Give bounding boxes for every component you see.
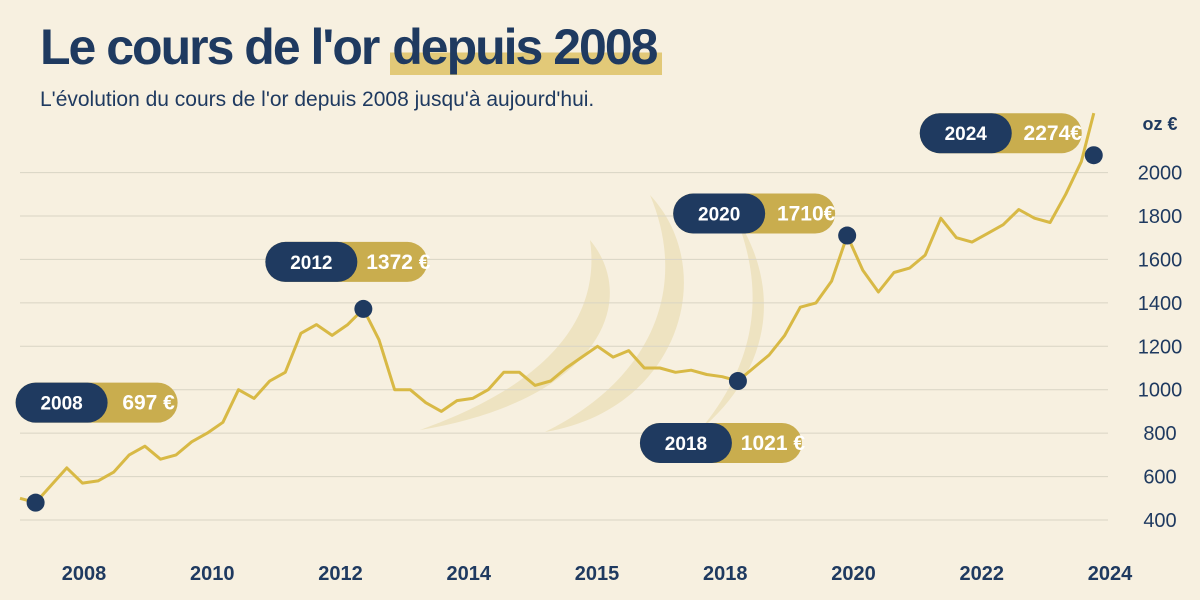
title-plain: Le cours de l'or	[40, 19, 391, 75]
x-tick-label: 2024	[1088, 563, 1133, 585]
grid-lines	[20, 172, 1108, 521]
pill-price-label: 1372 €	[366, 251, 431, 274]
x-axis-ticks: 2008 2010 2012 2014 2015 2018 2020 2022 2024	[62, 563, 1133, 585]
annotation-pill-2024: 2024 2274€	[919, 113, 1083, 154]
pill-year-label: 2012	[290, 253, 332, 274]
price-series-line	[19, 112, 1096, 505]
page-subtitle: L'évolution du cours de l'or depuis 2008…	[40, 88, 595, 111]
pill-year-label: 2024	[945, 124, 988, 145]
page-title: Le cours de l'or depuis 2008	[40, 18, 663, 76]
y-tick-label: 1400	[1138, 293, 1183, 315]
x-tick-label: 2015	[575, 563, 620, 585]
y-tick-label: 1800	[1138, 206, 1183, 228]
annotation-pill-2012: 2012 1372 €	[265, 241, 431, 282]
pill-price-label: 2274€	[1024, 122, 1083, 145]
annotation-pills: 2008 697 €2012 1372 €2018 1021 €2020 1710€20…	[15, 113, 1083, 464]
y-axis-ticks: 400 600 800 1000 1200 1400 1600 1800 2000	[1138, 163, 1183, 532]
pill-year-bg	[265, 241, 358, 282]
x-tick-label: 2010	[190, 563, 235, 585]
x-tick-label: 2012	[318, 563, 363, 585]
annotation-markers	[26, 146, 1103, 512]
annotation-marker-2018	[728, 372, 747, 391]
y-tick-label: 600	[1143, 467, 1176, 489]
y-tick-label: 1200	[1138, 336, 1183, 358]
x-tick-label: 2014	[447, 563, 492, 585]
y-tick-label: 2000	[1138, 163, 1183, 185]
annotation-marker-2008	[26, 493, 45, 512]
y-tick-label: 1000	[1138, 380, 1183, 402]
annotation-marker-2020	[838, 226, 857, 245]
annotation-pill-2020: 2020 1710€	[673, 193, 836, 234]
annotation-pill-2008: 2008 697 €	[15, 382, 178, 423]
x-tick-label: 2018	[703, 563, 748, 585]
x-tick-label: 2008	[62, 563, 107, 585]
pill-price-label: 697 €	[122, 392, 175, 415]
y-tick-label: 800	[1143, 423, 1176, 445]
title-highlight: depuis 2008	[390, 19, 663, 75]
y-tick-label: 1600	[1138, 249, 1183, 271]
pill-price-label: 1021 €	[741, 432, 806, 455]
x-tick-label: 2022	[960, 563, 1005, 585]
y-tick-label: 400	[1143, 510, 1176, 532]
pill-year-bg	[15, 382, 108, 423]
watermark-crescent-3	[700, 215, 764, 430]
y-axis-unit: oz €	[1142, 114, 1177, 134]
pill-year-bg	[673, 193, 766, 234]
annotation-marker-2012	[354, 299, 373, 318]
pill-year-bg	[639, 423, 732, 464]
pill-price-label: 1710€	[777, 203, 836, 226]
pill-year-bg	[919, 113, 1012, 154]
annotation-marker-2024	[1084, 146, 1103, 165]
annotation-pill-2018: 2018 1021 €	[639, 423, 806, 464]
watermark-crescent-2	[545, 195, 684, 432]
x-tick-label: 2020	[831, 563, 876, 585]
pill-year-label: 2008	[40, 394, 82, 415]
pill-year-label: 2020	[698, 205, 740, 226]
watermark-crescent-1	[420, 240, 610, 430]
pill-year-label: 2018	[665, 434, 707, 455]
